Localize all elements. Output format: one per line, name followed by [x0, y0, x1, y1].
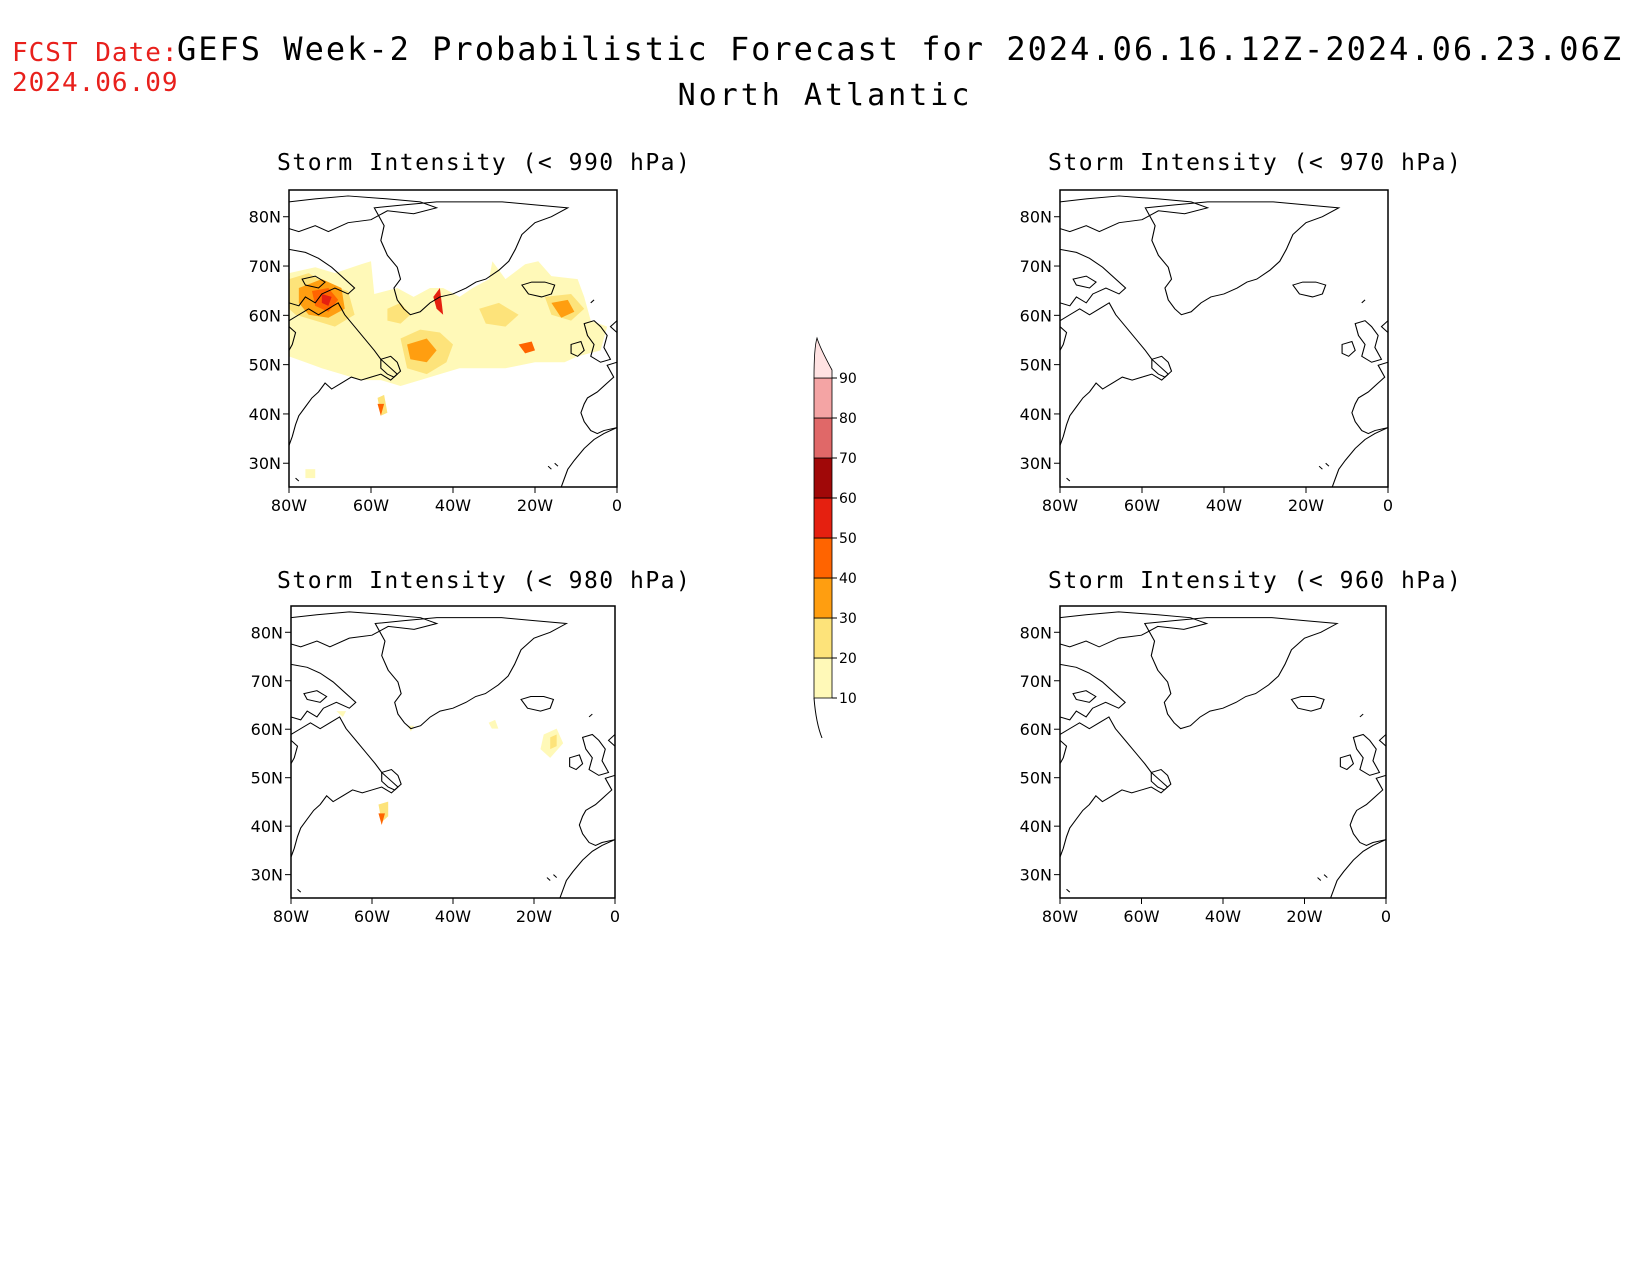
coastline: [1060, 194, 1388, 487]
lon-tick-label: 20W: [1286, 907, 1322, 926]
map-frame: [1059, 605, 1387, 899]
fcst-date: 2024.06.09: [12, 68, 179, 98]
lon-tick-label: 80W: [271, 496, 307, 515]
lon-tick-label: 20W: [516, 907, 552, 926]
probability-area: [321, 293, 332, 306]
probability-area: [378, 813, 385, 825]
probability-area: [550, 734, 557, 750]
region-subtitle: North Atlantic: [677, 78, 973, 113]
colorbar-label: 40: [839, 571, 857, 587]
lon-tick-label: 0: [612, 496, 622, 515]
lat-tick-label: 30N: [251, 866, 283, 885]
lon-tick-label: 80W: [1042, 907, 1078, 926]
lat-tick-label: 50N: [1020, 356, 1052, 375]
lon-tick-label: 40W: [435, 496, 471, 515]
lat-tick-label: 80N: [1020, 623, 1052, 642]
lon-tick-label: 60W: [354, 907, 390, 926]
colorbar-label: 10: [839, 691, 857, 707]
colorbar-label: 20: [839, 651, 857, 667]
lat-tick-label: 80N: [251, 623, 283, 642]
lon-tick-label: 20W: [1288, 496, 1324, 515]
map-panel-3: 80W 60W 40W 20W 0 80N 70N 60N 50N 40N 30N: [1020, 605, 1391, 926]
colorbar-label: 90: [839, 371, 857, 387]
lat-tick-label: 60N: [1020, 720, 1052, 739]
colorbar-top-arrow: [813, 336, 833, 379]
coastline: [1060, 610, 1386, 898]
colorbar-bottom-arrow: [813, 697, 823, 739]
colorbar-box: [813, 617, 833, 659]
colorbar-box: [813, 577, 833, 619]
probability-area: [407, 338, 437, 363]
lat-tick-label: 50N: [1020, 769, 1052, 788]
lon-tick-label: 40W: [1206, 496, 1242, 515]
colorbar-box: [813, 657, 833, 699]
page-title: GEFS Week-2 Probabilistic Forecast for 2…: [176, 30, 1624, 68]
panel-title-980: Storm Intensity (< 980 hPa): [277, 568, 692, 594]
lon-tick-label: 40W: [1205, 907, 1241, 926]
lat-tick-label: 70N: [249, 257, 281, 276]
lon-tick-label: 60W: [1123, 907, 1159, 926]
lat-tick-label: 40N: [1020, 405, 1052, 424]
lat-tick-label: 70N: [1020, 257, 1052, 276]
probability-colorbar: 10 20 30 40 50 60 70 80 90: [813, 336, 857, 739]
lat-tick-label: 60N: [1020, 306, 1052, 325]
colorbar-label: 30: [839, 611, 857, 627]
map-panel-2: 80W 60W 40W 20W 0 80N 70N 60N 50N 40N 30N: [251, 605, 620, 926]
panel-title-960: Storm Intensity (< 960 hPa): [1048, 568, 1463, 594]
lon-tick-label: 80W: [1042, 496, 1078, 515]
lat-tick-label: 50N: [251, 769, 283, 788]
probability-area: [488, 719, 499, 729]
lat-tick-label: 60N: [249, 306, 281, 325]
colorbar-label: 60: [839, 491, 857, 507]
lat-tick-label: 50N: [249, 356, 281, 375]
probability-area: [387, 302, 411, 324]
lat-tick-label: 40N: [1020, 817, 1052, 836]
map-frame: [1059, 189, 1389, 488]
lon-tick-label: 20W: [517, 496, 553, 515]
map-panel-0: 80W 60W 40W 20W 0 80N 70N 60N 50N 40N 30N: [249, 189, 622, 515]
lon-tick-label: 0: [1383, 496, 1393, 515]
coastline: [291, 610, 615, 898]
lon-tick-label: 60W: [353, 496, 389, 515]
lon-tick-label: 0: [1381, 907, 1391, 926]
lat-tick-label: 70N: [251, 672, 283, 691]
lat-tick-label: 40N: [251, 817, 283, 836]
lon-tick-label: 0: [610, 907, 620, 926]
lat-tick-label: 30N: [1020, 454, 1052, 473]
probability-area: [479, 302, 519, 327]
lon-tick-label: 80W: [273, 907, 309, 926]
panel-title-990: Storm Intensity (< 990 hPa): [277, 150, 692, 176]
colorbar-box: [813, 377, 833, 419]
colorbar-label: 70: [839, 451, 857, 467]
lat-tick-label: 30N: [249, 454, 281, 473]
forecast-date-label: FCST Date: 2024.06.09: [12, 38, 179, 98]
map-frame: [290, 605, 616, 899]
lat-tick-label: 80N: [249, 208, 281, 227]
probability-area: [377, 403, 385, 416]
lat-tick-label: 30N: [1020, 866, 1052, 885]
lat-tick-label: 60N: [251, 720, 283, 739]
lat-tick-label: 40N: [249, 405, 281, 424]
colorbar-box: [813, 497, 833, 539]
colorbar-box: [813, 537, 833, 579]
lat-tick-label: 80N: [1020, 208, 1052, 227]
probability-area: [518, 341, 535, 354]
fcst-label: FCST Date:: [12, 38, 179, 68]
probability-area: [551, 299, 575, 318]
colorbar-box: [813, 457, 833, 499]
probability-area: [336, 711, 347, 717]
lon-tick-label: 40W: [435, 907, 471, 926]
probability-area: [305, 469, 316, 479]
colorbar-label: 50: [839, 531, 857, 547]
colorbar-label: 80: [839, 411, 857, 427]
map-panel-1: 80W 60W 40W 20W 0 80N 70N 60N 50N 40N 30N: [1020, 189, 1393, 515]
lon-tick-label: 60W: [1124, 496, 1160, 515]
lat-tick-label: 70N: [1020, 672, 1052, 691]
colorbar-box: [813, 417, 833, 459]
panel-title-970: Storm Intensity (< 970 hPa): [1048, 150, 1463, 176]
